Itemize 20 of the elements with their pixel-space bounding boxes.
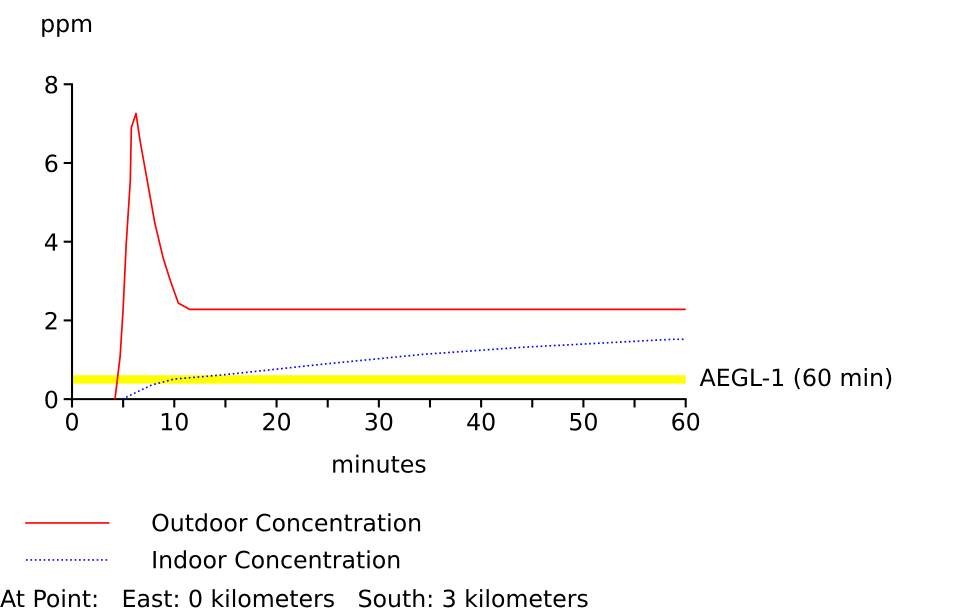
ref-line-label: AEGL-1 (60 min): [700, 368, 892, 390]
legend-label: Outdoor Concentration: [152, 513, 420, 532]
x-tick-label: 0: [66, 412, 78, 431]
y-axis-title: ppm: [42, 18, 92, 37]
y-tick-label: 2: [46, 312, 56, 330]
x-tick-label: 10: [162, 412, 188, 431]
line-series: [114, 112, 686, 400]
x-axis-title: minutes: [333, 454, 426, 473]
x-tick-label: 40: [467, 412, 495, 431]
legend-label: Indoor Concentration: [153, 550, 400, 569]
y-tick-label: 8: [45, 76, 58, 94]
y-tick-label: 4: [44, 233, 58, 251]
x-tick-label: 50: [570, 412, 597, 431]
x-tick-label: 30: [366, 412, 392, 431]
line-series: [121, 338, 686, 400]
x-tick-label: 60: [672, 412, 700, 431]
y-tick-label: 0: [45, 390, 58, 408]
y-tick-label: 6: [45, 154, 58, 172]
text: At Point: East: 0 kilometers South: 3 kilometers: [0, 589, 588, 608]
x-tick-label: 20: [263, 412, 290, 431]
